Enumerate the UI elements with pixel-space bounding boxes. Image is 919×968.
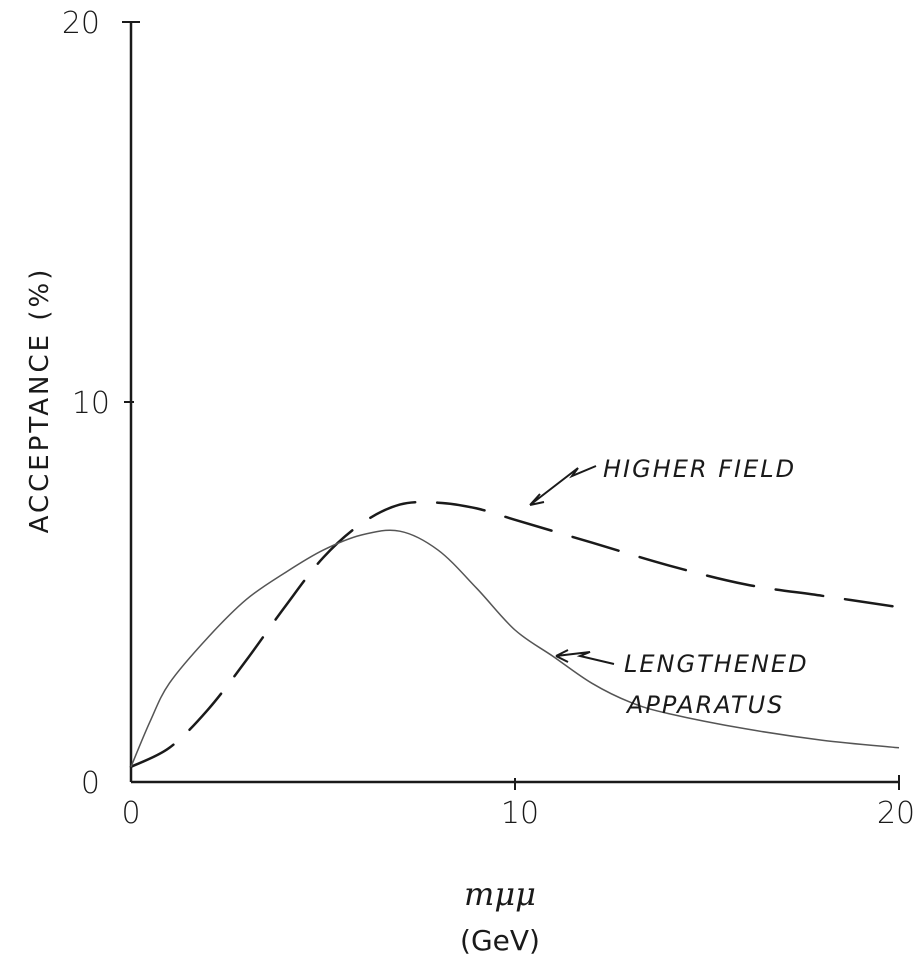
series-line-lengthened-apparatus [130,529,900,768]
x-tick-label-10: 10 [501,796,539,831]
annotation-apparatus: APPARATUS [625,691,784,719]
y-tick-label-0: 0 [81,766,100,801]
y-tick-label-20: 20 [62,6,100,41]
x-tick-label-20: 20 [877,796,915,831]
series-line-higher-field [129,500,901,769]
y-tick-label-10: 10 [72,386,110,421]
lengthened-arrow [555,649,615,665]
annotation-higher-field: HIGHER FIELD [603,455,796,483]
x-tick-label-0: 0 [121,796,140,831]
annotation-lengthened: LENGTHENED [624,650,809,678]
y-axis-label: ACCEPTANCE (%) [25,267,55,534]
higher-field-arrow [529,465,597,506]
x-axis-unit: (GeV) [460,924,540,957]
x-axis-label: mμμ [464,875,536,913]
